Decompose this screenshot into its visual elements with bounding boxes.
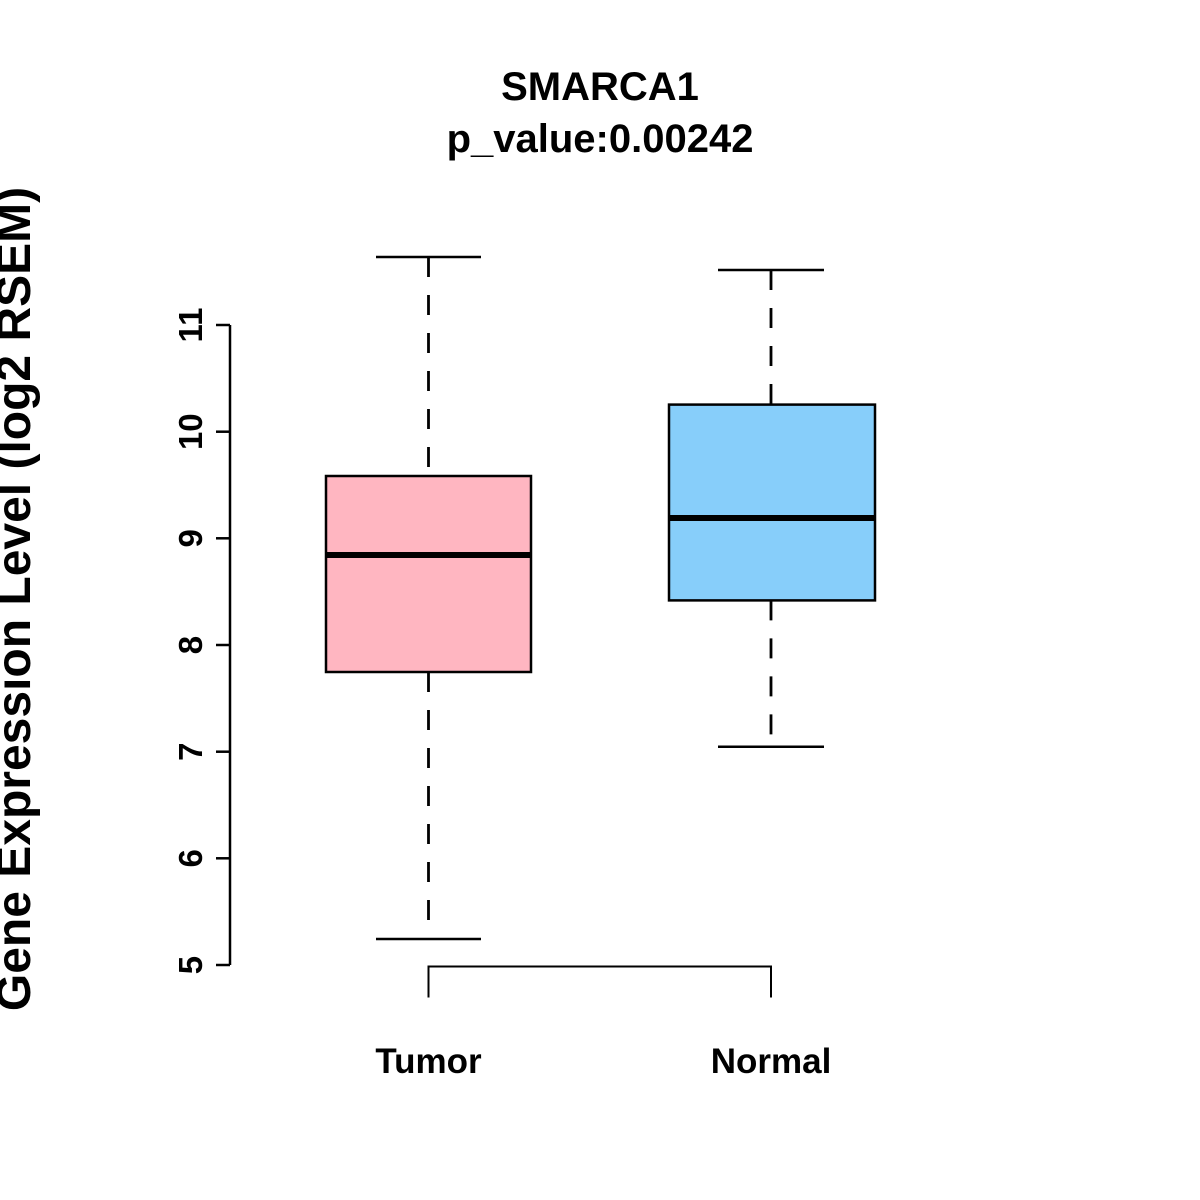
svg-text:11: 11 [172, 308, 209, 343]
svg-text:p_value:0.00242: p_value:0.00242 [447, 117, 754, 161]
svg-text:Normal: Normal [711, 1042, 832, 1081]
svg-text:7: 7 [172, 743, 209, 761]
svg-text:Tumor: Tumor [375, 1042, 482, 1081]
svg-text:SMARCA1: SMARCA1 [501, 65, 699, 109]
svg-text:9: 9 [172, 529, 209, 547]
svg-text:Gene Expression Level (log2 RS: Gene Expression Level (log2 RSEM) [0, 187, 41, 1011]
svg-text:10: 10 [172, 413, 209, 450]
svg-text:6: 6 [172, 849, 209, 867]
svg-text:8: 8 [172, 636, 209, 654]
svg-text:5: 5 [172, 956, 209, 974]
